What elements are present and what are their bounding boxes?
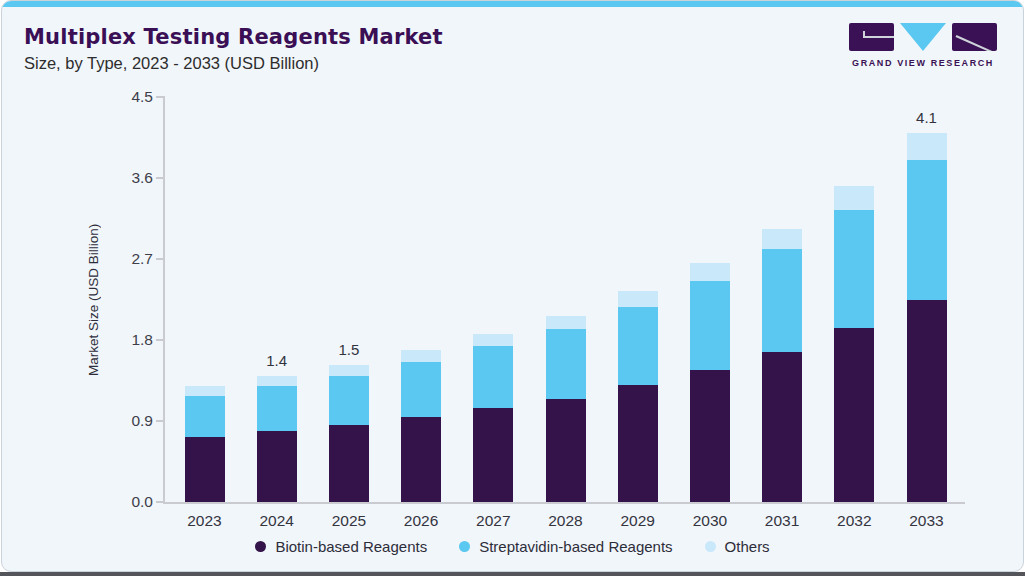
bar-segment bbox=[690, 281, 730, 370]
x-axis-label: 2033 bbox=[893, 512, 961, 530]
bar-group-2027: 2027 bbox=[473, 334, 513, 502]
bar-segment bbox=[618, 385, 658, 502]
bar-segment bbox=[690, 370, 730, 502]
bar-segment bbox=[618, 291, 658, 306]
top-accent-bar bbox=[2, 1, 1023, 7]
legend-dot-icon bbox=[255, 541, 266, 552]
bar-segment bbox=[907, 300, 947, 503]
y-tick-label: 1.8 bbox=[113, 330, 153, 350]
y-tick-mark bbox=[156, 501, 165, 503]
chart-card: Multiplex Testing Reagents Market Size, … bbox=[1, 0, 1024, 572]
logo-r-icon bbox=[952, 23, 997, 51]
bar-segment bbox=[690, 263, 730, 281]
bar-segment bbox=[401, 417, 441, 503]
bar-group-2023: 2023 bbox=[185, 386, 225, 502]
bar-segment bbox=[329, 425, 369, 502]
bottom-strip bbox=[0, 572, 1025, 576]
legend-dot-icon bbox=[459, 541, 470, 552]
bar-group-2033: 4.12033 bbox=[907, 133, 947, 502]
bar-group-2028: 2028 bbox=[546, 316, 586, 502]
y-tick-mark bbox=[156, 420, 165, 422]
bar-group-2024: 1.42024 bbox=[257, 376, 297, 502]
bar-segment bbox=[762, 352, 802, 502]
x-axis-label: 2023 bbox=[171, 512, 239, 530]
legend: Biotin-based Reagents Streptavidin-based … bbox=[2, 538, 1023, 555]
bar-group-2030: 2030 bbox=[690, 263, 730, 502]
x-axis-label: 2026 bbox=[387, 512, 455, 530]
header: Multiplex Testing Reagents Market Size, … bbox=[24, 25, 443, 73]
bar-segment bbox=[185, 437, 225, 502]
y-tick-label: 4.5 bbox=[113, 87, 153, 107]
bar-group-2029: 2029 bbox=[618, 291, 658, 502]
y-tick-label: 3.6 bbox=[113, 168, 153, 188]
logo-g-icon bbox=[849, 23, 894, 51]
y-tick-label: 0.0 bbox=[113, 492, 153, 512]
bar-segment bbox=[329, 376, 369, 425]
x-axis-label: 2024 bbox=[243, 512, 311, 530]
bar-segment bbox=[546, 329, 586, 398]
y-tick-mark bbox=[156, 339, 165, 341]
bar-segment bbox=[401, 350, 441, 362]
plot-area: 4.53.62.71.80.90.020231.420241.520252026… bbox=[163, 97, 965, 504]
y-tick-mark bbox=[156, 177, 165, 179]
bar-segment bbox=[546, 316, 586, 330]
gvr-logo-text: GRAND VIEW RESEARCH bbox=[849, 58, 997, 68]
page-title: Multiplex Testing Reagents Market bbox=[24, 25, 443, 49]
bar-segment bbox=[257, 376, 297, 386]
x-axis-label: 2031 bbox=[748, 512, 816, 530]
logo-v-icon bbox=[900, 23, 946, 51]
bar-value-label: 4.1 bbox=[895, 109, 959, 126]
bar-segment bbox=[473, 334, 513, 347]
legend-item: Others bbox=[705, 538, 770, 555]
bar-segment bbox=[907, 133, 947, 160]
bar-segment bbox=[762, 229, 802, 249]
bar-group-2026: 2026 bbox=[401, 350, 441, 502]
legend-label: Streptavidin-based Reagents bbox=[479, 538, 672, 555]
bar-value-label: 1.5 bbox=[317, 341, 381, 358]
bar-segment bbox=[185, 386, 225, 396]
x-axis-label: 2027 bbox=[459, 512, 527, 530]
bar-segment bbox=[473, 408, 513, 503]
gvr-logo: GRAND VIEW RESEARCH bbox=[849, 23, 997, 68]
bar-segment bbox=[546, 399, 586, 503]
bar-group-2031: 2031 bbox=[762, 229, 802, 502]
y-tick-mark bbox=[156, 258, 165, 260]
bar-group-2032: 2032 bbox=[834, 186, 874, 502]
legend-item: Biotin-based Reagents bbox=[255, 538, 427, 555]
y-tick-label: 0.9 bbox=[113, 411, 153, 431]
bar-segment bbox=[185, 396, 225, 437]
bar-segment bbox=[907, 160, 947, 300]
y-tick-mark bbox=[156, 96, 165, 98]
page-subtitle: Size, by Type, 2023 - 2033 (USD Billion) bbox=[24, 54, 443, 73]
y-axis-title: Market Size (USD Billion) bbox=[82, 97, 104, 502]
x-axis-label: 2029 bbox=[604, 512, 672, 530]
legend-item: Streptavidin-based Reagents bbox=[459, 538, 672, 555]
y-tick-label: 2.7 bbox=[113, 249, 153, 269]
x-axis-label: 2032 bbox=[820, 512, 888, 530]
legend-dot-icon bbox=[705, 541, 716, 552]
bar-segment bbox=[762, 249, 802, 352]
gvr-logo-marks bbox=[849, 23, 997, 53]
bar-segment bbox=[834, 210, 874, 329]
bar-segment bbox=[257, 431, 297, 502]
x-axis-label: 2028 bbox=[532, 512, 600, 530]
x-axis-label: 2030 bbox=[676, 512, 744, 530]
bar-group-2025: 1.52025 bbox=[329, 365, 369, 502]
legend-label: Biotin-based Reagents bbox=[275, 538, 427, 555]
bar-segment bbox=[618, 307, 658, 385]
bar-segment bbox=[401, 362, 441, 417]
bar-segment bbox=[834, 328, 874, 502]
bar-segment bbox=[473, 346, 513, 407]
bar-value-label: 1.4 bbox=[245, 352, 309, 369]
bar-segment bbox=[257, 386, 297, 431]
legend-label: Others bbox=[725, 538, 770, 555]
bar-segment bbox=[329, 365, 369, 376]
x-axis-label: 2025 bbox=[315, 512, 383, 530]
bar-segment bbox=[834, 186, 874, 209]
